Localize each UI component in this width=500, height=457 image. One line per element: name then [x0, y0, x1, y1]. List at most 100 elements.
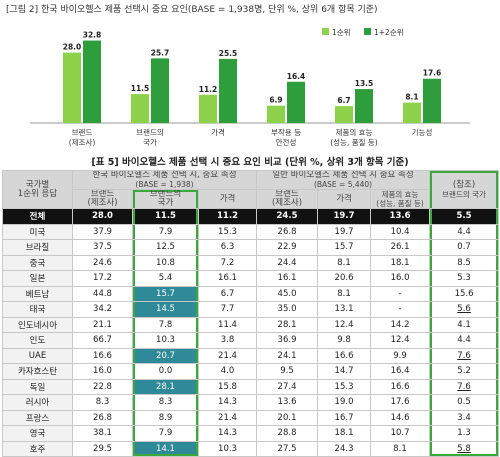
table-cell: 16.4: [370, 363, 431, 380]
table-cell: 28.1: [132, 378, 199, 395]
table-cell: 12.4: [370, 332, 431, 349]
table-cell: 7.6: [429, 378, 500, 395]
table-cell: 28.1: [256, 316, 319, 333]
table-cell: 8.5: [429, 254, 500, 271]
table-cell: 14.3: [197, 425, 258, 442]
table-cell: 24.4: [256, 254, 319, 271]
country-label: 프랑스: [2, 409, 73, 426]
table-cell: 20.1: [256, 409, 319, 426]
category-label: 가격: [211, 127, 225, 137]
table-cell: 21.1: [72, 316, 133, 333]
table-cell: 13.1: [317, 301, 372, 318]
table-cell: 12.4: [317, 316, 372, 333]
table-cell: 19.0: [317, 394, 372, 411]
table-cell: 15.6: [429, 285, 500, 302]
bar: [83, 40, 101, 123]
bar: [287, 81, 305, 123]
data-label: 28.0: [63, 43, 82, 52]
table-cell: 14.5: [132, 301, 199, 318]
table-cell: 38.1: [72, 425, 133, 442]
category-label: 제품의 효능: [336, 127, 373, 137]
bar: [267, 105, 285, 123]
legend-swatch: [364, 28, 371, 35]
bar: [151, 58, 169, 123]
table-cell: 14.7: [317, 363, 372, 380]
data-label: 25.5: [219, 49, 238, 58]
table-cell: 7.9: [132, 223, 199, 240]
table-row: 태국 34.2 14.5 7.7 35.0 13.1-5.6: [2, 301, 500, 318]
country-label: 인도네시아: [2, 316, 73, 333]
col-header-brand-country: 브랜드의 국가: [132, 189, 199, 209]
category-label: 브랜드의: [136, 127, 164, 137]
data-label: 6.7: [337, 96, 350, 105]
table-cell: 10.4: [370, 223, 431, 240]
col-header-price-general: 가격: [317, 189, 372, 209]
table-cell: 24.3: [317, 440, 372, 457]
table-cell: 8.9: [132, 409, 199, 426]
table-cell: 14.1: [132, 440, 199, 457]
table-cell: 15.3: [317, 378, 372, 395]
row-header: 국가별 1순위 응답: [2, 170, 73, 209]
table-cell: 7.2: [197, 254, 258, 271]
table-cell: -: [370, 301, 431, 318]
table-row: 중국 24.6 10.8 7.2 24.4 8.1 18.1 8.5: [2, 254, 500, 271]
table-cell: 19.7: [317, 208, 372, 225]
bar: [219, 58, 237, 124]
table-cell: 16.0: [72, 363, 133, 380]
table-cell: 13.6: [256, 394, 319, 411]
table-cell: 14.2: [370, 316, 431, 333]
data-label: 16.4: [287, 72, 306, 81]
col-header-efficacy: 제품의 효능 (성능, 품질 등): [370, 189, 431, 209]
table-cell: 7.9: [132, 425, 199, 442]
table-row: 미국 37.9 7.9 15.3 26.8 19.7 10.4 4.4: [2, 223, 500, 240]
table-cell: 22.9: [256, 239, 319, 256]
data-label: 11.2: [199, 85, 218, 94]
table-cell: 26.8: [256, 223, 319, 240]
table-cell: 12.5: [132, 239, 199, 256]
table-cell: 13.6: [370, 208, 431, 225]
comparison-table: 국가별 1순위 응답 한국 바이오헬스 제품 선택 시, 중요 속성 (BASE =…: [2, 170, 500, 457]
table-cell: 17.2: [72, 270, 133, 287]
table-cell: 37.5: [72, 239, 133, 256]
table-cell: 5.2: [429, 363, 500, 380]
bar: [355, 89, 373, 123]
category-label: 부작용 등: [271, 127, 301, 137]
table-cell: 11.4: [197, 316, 258, 333]
bar: [131, 94, 149, 123]
reference-header: (참조) 브랜드의 국가: [429, 170, 500, 209]
table-cell: 10.7: [370, 425, 431, 442]
country-label: 호주: [2, 440, 73, 457]
table-row: 카자흐스탄 16.0 0.0 4.0 9.5 14.7 16.4 5.2: [2, 363, 500, 380]
table-row: 호주 29.5 14.1 10.3 27.5 24.3 8.1 5.8: [2, 440, 500, 457]
table-row: 베트남 44.8 15.7 6.7 45.0 8.1-15.6: [2, 285, 500, 302]
bar: [403, 102, 421, 123]
bar: [335, 106, 353, 123]
table-cell: 10.3: [197, 440, 258, 457]
table-cell: 45.0: [256, 285, 319, 302]
legend-label: 1+2순위: [374, 28, 404, 37]
table-cell: -: [370, 285, 431, 302]
table-cell: 11.5: [132, 208, 199, 225]
data-label: 32.8: [83, 31, 102, 40]
table-cell: 16.0: [370, 270, 431, 287]
table-cell: 28.8: [256, 425, 319, 442]
table-cell: 10.8: [132, 254, 199, 271]
table-cell: 18.1: [317, 425, 372, 442]
table-cell: 1.3: [429, 425, 500, 442]
table-cell: 6.3: [197, 239, 258, 256]
table-cell: 5.5: [429, 208, 500, 225]
country-label: 카자흐스탄: [2, 363, 73, 380]
group-header-korea: 한국 바이오헬스 제품 선택 시, 중요 속성 (BASE = 1,938): [71, 170, 258, 190]
table-cell: 15.8: [197, 378, 258, 395]
table-cell: 14.3: [197, 394, 258, 411]
table-cell: 36.9: [256, 332, 319, 349]
country-label: UAE: [2, 347, 73, 364]
table-row: 러시아 8.3 8.3 14.3 13.6 19.0 17.6 0.5: [2, 394, 500, 411]
table-row-total: 전체 28.0 11.5 11.2 24.5 19.7 13.6 5.5: [2, 208, 500, 225]
category-label: 국가: [143, 138, 157, 147]
table-cell: 6.7: [197, 285, 258, 302]
country-label: 미국: [2, 223, 73, 240]
table-cell: 26.8: [72, 409, 133, 426]
country-label: 독일: [2, 378, 73, 395]
